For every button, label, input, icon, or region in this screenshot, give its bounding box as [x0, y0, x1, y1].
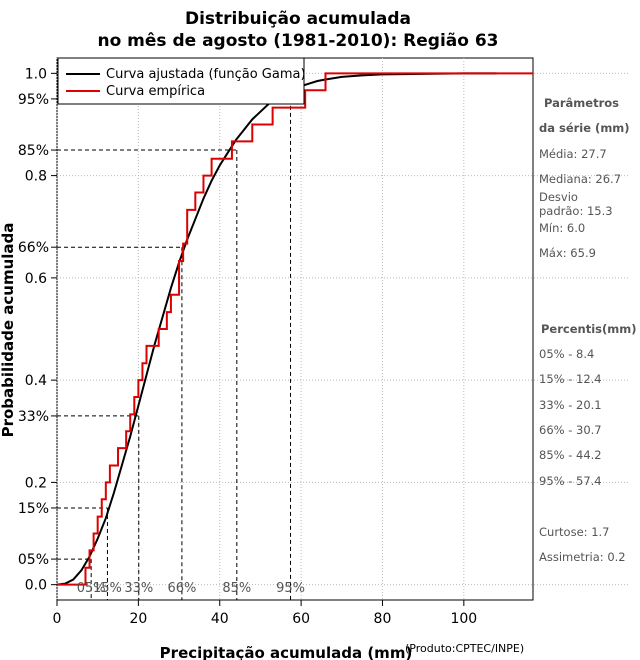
inner-pct-label-95%: 95%: [276, 581, 305, 596]
inner-pct-label-15%: 15%: [93, 581, 122, 596]
y-tick-label-4: 0.8: [25, 169, 47, 185]
stat-desvio-2: padrão: 15.3: [539, 204, 613, 218]
inner-pct-label-85%: 85%: [222, 581, 251, 596]
y-pct-label-85%: 85%: [18, 143, 49, 159]
percentil-66: 66% - 30.7: [539, 423, 602, 437]
percentil-95: 95% - 57.4: [539, 474, 602, 488]
y-pct-label-15%: 15%: [18, 501, 49, 517]
x-tick-label-60: 60: [292, 611, 310, 627]
inner-pct-label-05%: 05%: [77, 581, 106, 596]
y-tick-label-3: 0.6: [25, 271, 47, 287]
credit-text: (Produto:CPTEC/INPE): [405, 642, 524, 655]
y-axis-label: Probabilidade acumulada: [0, 223, 17, 438]
stat-min: Mín: 6.0: [539, 221, 585, 235]
x-tick-label-20: 20: [129, 611, 147, 627]
inner-pct-label-66%: 66%: [167, 581, 196, 596]
plot-frame: [56, 57, 534, 601]
inner-percentile-labels: 05%15% 33% 66% 85% 95%: [77, 581, 305, 596]
x-tick-label-100: 100: [450, 611, 477, 627]
percentil-33: 33% - 20.1: [539, 398, 602, 412]
axis-ticks: 0 20 40 60 80 1000.00.20.40.60.81.005%15%33%6…: [18, 66, 477, 627]
stat-mediana: Mediana: 26.7: [539, 172, 621, 186]
y-pct-label-05%: 05%: [18, 552, 49, 568]
y-pct-label-95%: 95%: [18, 92, 49, 108]
series-empirical-curve: [57, 72, 533, 586]
stat-assimetria: Assimetria: 0.2: [539, 550, 626, 564]
params-heading-1: Parâmetros: [544, 96, 619, 110]
stat-desvio-1: Desvio: [539, 190, 578, 204]
percentile-guides: [57, 98, 292, 600]
chart-title-line1: Distribuição acumulada: [185, 9, 411, 29]
y-tick-label-0: 0.0: [25, 578, 47, 594]
params-heading-2: da série (mm): [539, 121, 630, 135]
x-tick-label-80: 80: [374, 611, 392, 627]
y-tick-label-5: 1.0: [25, 66, 47, 82]
x-tick-label-40: 40: [211, 611, 229, 627]
stat-max: Máx: 65.9: [539, 246, 596, 260]
x-tick-label-0: 0: [53, 611, 62, 627]
series-fitted-curve: [56, 72, 497, 586]
inner-pct-label-33%: 33%: [124, 581, 153, 596]
series-layer: [56, 72, 533, 586]
percentil-15: 15% - 12.4: [539, 372, 602, 386]
y-pct-label-33%: 33%: [18, 409, 49, 425]
legend-box: [57, 57, 305, 105]
legend: Curva ajustada (função Gama) Curva empír…: [57, 57, 306, 105]
percentil-05: 05% - 8.4: [539, 347, 594, 361]
stat-media: Média: 27.7: [539, 147, 607, 161]
legend-label-fitted: Curva ajustada (função Gama): [106, 67, 306, 82]
y-pct-label-66%: 66%: [18, 240, 49, 256]
percentis-heading: Percentis(mm): [541, 322, 636, 336]
chart-title-line2: no mês de agosto (1981-2010): Região 63: [97, 31, 498, 51]
legend-label-empirical: Curva empírica: [106, 84, 205, 99]
y-tick-label-1: 0.2: [25, 475, 47, 491]
stat-curtose: Curtose: 1.7: [539, 525, 609, 539]
y-tick-label-2: 0.4: [25, 373, 47, 389]
side-panel: Parâmetros da série (mm) Média: 27.7 Med…: [539, 96, 636, 564]
x-axis-label: Precipitação acumulada (mm): [160, 644, 413, 660]
percentil-85: 85% - 44.2: [539, 448, 602, 462]
